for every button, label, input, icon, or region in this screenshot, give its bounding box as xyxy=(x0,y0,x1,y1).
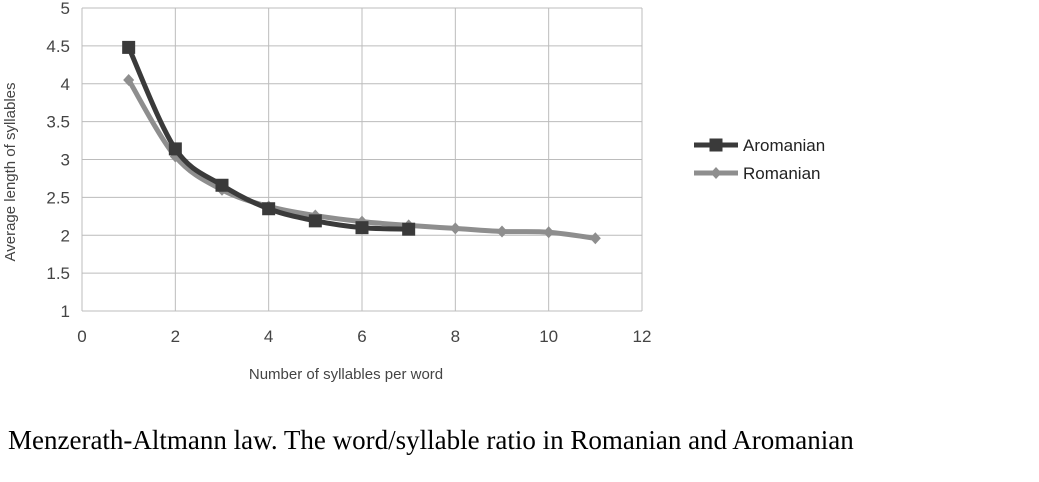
x-tick-label: 4 xyxy=(264,327,273,346)
romanian-point xyxy=(543,226,555,239)
romanian-point xyxy=(449,222,461,235)
x-tick-label: 12 xyxy=(633,327,652,346)
x-tick-label: 0 xyxy=(77,327,86,346)
x-tick-label: 10 xyxy=(539,327,558,346)
legend-label: Romanian xyxy=(743,164,821,183)
y-tick-label: 2.5 xyxy=(46,188,70,207)
aromanian-point xyxy=(168,142,182,156)
y-tick-label: 5 xyxy=(61,0,70,18)
y-tick-label: 3 xyxy=(61,151,70,170)
series-aromanian xyxy=(122,40,416,236)
aromanian-point xyxy=(215,178,229,192)
legend-label: Aromanian xyxy=(743,136,825,155)
aromanian-point xyxy=(402,222,416,236)
figure-caption: Menzerath-Altmann law. The word/syllable… xyxy=(8,425,854,455)
aromanian-point xyxy=(355,221,369,235)
axes: 1 1.5 2 2.5 3 3.5 4 4.5 5 0 2 4 6 8 10 12 xyxy=(46,0,651,346)
legend-entry-aromanian: Aromanian xyxy=(694,136,825,155)
x-tick-label: 6 xyxy=(357,327,366,346)
y-tick-label: 1.5 xyxy=(46,264,70,283)
grid xyxy=(81,7,643,312)
y-tick-label: 4.5 xyxy=(46,37,70,56)
x-axis-label: Number of syllables per word xyxy=(249,366,443,383)
legend-entry-romanian: Romanian xyxy=(694,164,821,183)
x-tick-label: 8 xyxy=(451,327,460,346)
y-tick-label: 2 xyxy=(61,226,70,245)
y-axis-label: Average length of syllables xyxy=(2,82,19,261)
y-tick-label: 3.5 xyxy=(46,113,70,132)
romanian-point xyxy=(589,232,601,245)
aromanian-point xyxy=(122,40,136,54)
legend: Aromanian Romanian xyxy=(694,136,825,183)
legend-marker xyxy=(709,138,723,152)
y-tick-label: 4 xyxy=(61,75,70,94)
romanian-point xyxy=(496,225,508,238)
romanian-point xyxy=(123,73,135,86)
series xyxy=(122,40,601,245)
x-tick-label: 2 xyxy=(171,327,180,346)
aromanian-point xyxy=(262,202,276,216)
legend-marker xyxy=(710,167,722,179)
line-chart: 1 1.5 2 2.5 3 3.5 4 4.5 5 0 2 4 6 8 10 12 Aromanian Roma… xyxy=(2,0,825,383)
aromanian-point xyxy=(308,214,322,228)
y-tick-label: 1 xyxy=(61,302,70,321)
